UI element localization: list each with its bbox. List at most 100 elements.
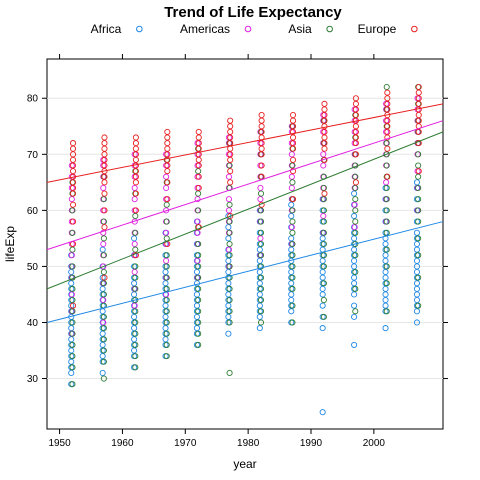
- data-point: [289, 207, 296, 214]
- data-point: [289, 196, 297, 203]
- data-point: [132, 297, 139, 304]
- data-point: [289, 319, 296, 326]
- data-point: [100, 297, 107, 304]
- data-point: [226, 308, 233, 315]
- data-point: [351, 313, 358, 320]
- data-point: [69, 364, 76, 371]
- data-point: [258, 162, 265, 169]
- data-point: [163, 257, 170, 264]
- data-point: [101, 190, 108, 197]
- data-point: [383, 218, 390, 225]
- data-point: [163, 297, 170, 304]
- legend-label: Africa: [91, 22, 122, 36]
- data-point: [226, 285, 233, 292]
- data-point: [131, 196, 138, 203]
- data-point: [100, 347, 107, 354]
- data-point: [132, 353, 139, 360]
- data-point: [163, 353, 170, 360]
- data-point: [415, 168, 422, 175]
- data-point: [226, 252, 233, 259]
- data-point: [226, 218, 233, 225]
- data-point: [163, 341, 170, 348]
- data-point: [163, 285, 170, 292]
- data-point: [319, 325, 326, 332]
- data-point: [69, 140, 77, 147]
- data-point: [195, 173, 202, 180]
- data-point: [100, 252, 107, 259]
- data-point: [415, 252, 422, 259]
- data-point: [352, 95, 359, 102]
- data-point: [195, 190, 202, 197]
- data-point: [163, 319, 170, 326]
- data-point: [100, 336, 107, 343]
- data-point: [164, 128, 171, 135]
- data-point: [352, 268, 359, 276]
- data-point: [352, 196, 359, 203]
- data-point: [320, 218, 327, 225]
- data-point: [131, 302, 138, 309]
- data-point: [320, 162, 327, 169]
- data-point: [415, 274, 422, 281]
- data-point: [383, 83, 390, 91]
- data-point: [227, 212, 234, 220]
- data-point: [415, 184, 422, 191]
- data-point: [226, 319, 233, 326]
- data-point: [352, 229, 359, 236]
- data-point: [289, 240, 296, 248]
- y-axis-label: lifeExp: [3, 226, 17, 262]
- data-point: [351, 341, 358, 348]
- data-point: [257, 252, 265, 259]
- data-point: [194, 229, 201, 236]
- legend-label: Europe: [358, 22, 397, 36]
- x-axis-label: year: [233, 457, 256, 471]
- data-point: [99, 246, 106, 253]
- data-point: [289, 112, 297, 119]
- data-point: [69, 246, 76, 253]
- data-point: [321, 190, 328, 197]
- data-point: [288, 224, 295, 231]
- data-point: [384, 173, 391, 180]
- data-point: [257, 319, 265, 326]
- data-point: [100, 291, 107, 298]
- data-point: [227, 117, 234, 124]
- data-point: [383, 179, 390, 186]
- data-point: [163, 184, 170, 191]
- data-point: [289, 162, 296, 169]
- data-point: [352, 285, 359, 292]
- data-point: [69, 319, 76, 326]
- data-point: [195, 274, 202, 281]
- data-point: [194, 218, 201, 225]
- data-point: [164, 196, 171, 203]
- data-point: [351, 224, 358, 231]
- data-point: [415, 207, 422, 214]
- data-point: [321, 100, 328, 107]
- data-point: [320, 297, 327, 304]
- data-points: [68, 83, 422, 416]
- data-point: [132, 190, 139, 197]
- data-point: [288, 212, 295, 220]
- data-point: [132, 212, 139, 220]
- data-point: [100, 358, 107, 365]
- data-point: [415, 173, 422, 180]
- data-point: [195, 308, 202, 315]
- data-point: [383, 151, 390, 158]
- data-point: [383, 207, 390, 214]
- data-point: [226, 297, 233, 304]
- data-point: [226, 263, 233, 270]
- data-point: [163, 330, 170, 337]
- data-point: [351, 201, 358, 208]
- x-tick-label: 1970: [174, 438, 197, 449]
- data-point: [69, 330, 76, 337]
- data-point: [320, 212, 327, 220]
- data-point: [225, 246, 233, 253]
- data-point: [68, 252, 75, 259]
- data-point: [100, 229, 107, 236]
- data-point: [68, 291, 75, 298]
- y-tick-label: 50: [27, 262, 39, 273]
- x-tick-label: 2000: [363, 438, 386, 449]
- data-point: [101, 207, 108, 214]
- data-point: [351, 302, 358, 309]
- data-point: [132, 207, 139, 214]
- data-point: [289, 285, 296, 292]
- data-point: [195, 319, 202, 326]
